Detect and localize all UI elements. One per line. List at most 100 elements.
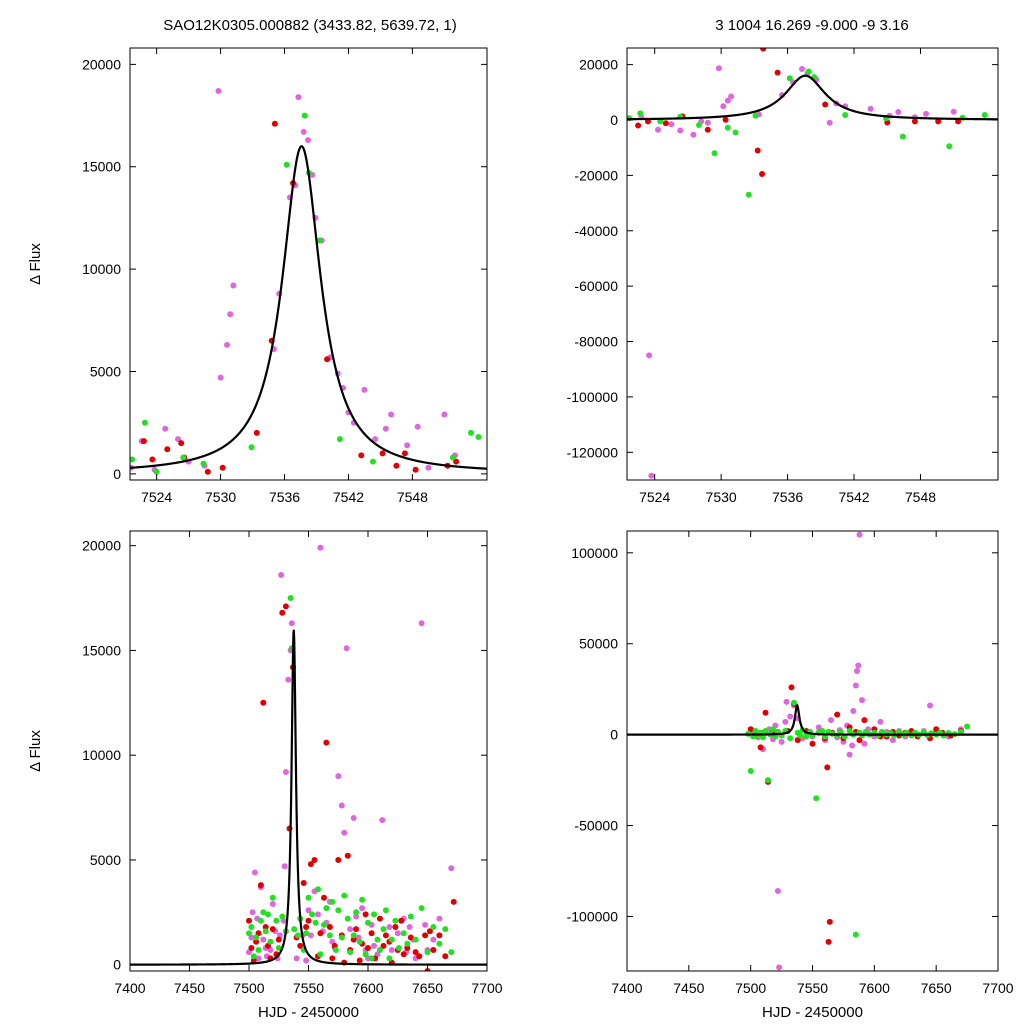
data-point <box>392 917 399 924</box>
data-point <box>728 93 735 100</box>
data-point <box>358 452 365 459</box>
data-point <box>400 951 407 958</box>
data-point <box>303 957 310 964</box>
data-point <box>935 118 942 125</box>
data-point <box>250 953 257 960</box>
data-point <box>752 728 759 734</box>
title-right: 3 1004 16.269 -9.000 -9 3.16 <box>715 17 909 34</box>
data-point <box>382 425 389 432</box>
data-point <box>175 436 181 443</box>
series-red <box>747 684 964 945</box>
plot-area <box>130 88 487 475</box>
data-point <box>404 945 411 951</box>
data-point <box>412 949 419 956</box>
data-point <box>344 852 351 859</box>
data-point <box>392 924 399 930</box>
data-point <box>769 726 776 733</box>
data-point <box>414 423 421 430</box>
data-point <box>353 926 360 933</box>
y-tick-label: 50000 <box>579 636 618 652</box>
data-point <box>321 894 327 901</box>
data-point <box>253 938 260 945</box>
data-point <box>450 898 457 905</box>
y-tick-label: 0 <box>610 112 618 128</box>
plot-area <box>627 531 998 971</box>
data-point <box>794 737 801 744</box>
data-point <box>271 120 278 127</box>
data-point <box>394 930 401 937</box>
data-point <box>400 930 407 937</box>
data-point <box>388 936 395 943</box>
data-point <box>837 728 844 735</box>
data-point <box>294 932 301 939</box>
data-point <box>376 915 383 922</box>
data-point <box>852 931 859 938</box>
y-tick-label: -60000 <box>574 278 618 294</box>
data-point <box>371 911 377 918</box>
data-point <box>178 440 185 447</box>
data-point <box>854 668 860 674</box>
data-point <box>269 901 276 907</box>
data-point <box>353 913 360 920</box>
data-point <box>856 737 863 744</box>
data-point <box>380 926 387 933</box>
data-point <box>230 282 237 289</box>
data-point <box>379 817 386 824</box>
data-point <box>819 728 826 734</box>
x-tick-label: 7400 <box>114 980 145 996</box>
data-point <box>353 909 360 916</box>
data-point <box>430 924 437 930</box>
series-magenta <box>638 65 957 479</box>
y-tick-label: 0 <box>113 957 121 973</box>
data-point <box>388 411 395 418</box>
data-point <box>282 603 289 610</box>
data-point <box>305 917 312 924</box>
data-point <box>295 94 302 101</box>
data-point <box>253 934 260 941</box>
data-point <box>762 728 769 734</box>
data-point <box>300 128 307 135</box>
data-point <box>365 919 371 926</box>
x-tick-label: 7400 <box>611 980 642 996</box>
data-point <box>291 926 298 933</box>
y-tick-label: -120000 <box>567 444 619 460</box>
data-point <box>412 466 419 473</box>
data-point <box>347 949 354 956</box>
data-point <box>418 620 425 627</box>
data-point <box>257 882 264 889</box>
data-point <box>826 918 833 925</box>
data-point <box>335 857 342 863</box>
data-point <box>788 684 795 691</box>
data-point <box>293 955 300 962</box>
data-point <box>382 907 389 914</box>
data-point <box>889 737 896 744</box>
data-point <box>255 947 262 953</box>
y-tick-label: -20000 <box>574 167 618 183</box>
data-point <box>724 124 731 131</box>
data-point <box>153 468 160 475</box>
data-point <box>248 924 255 930</box>
data-point <box>368 930 375 937</box>
data-point <box>655 126 661 133</box>
series-green <box>246 595 455 962</box>
data-point <box>704 126 711 133</box>
data-point <box>255 955 262 962</box>
data-point <box>215 88 222 94</box>
data-point <box>805 68 812 75</box>
data-point <box>662 120 669 127</box>
y-tick-label: 100000 <box>571 545 618 561</box>
data-point <box>981 112 988 118</box>
series-magenta <box>750 531 964 971</box>
y-tick-label: 15000 <box>82 642 121 658</box>
data-point <box>359 896 366 903</box>
data-point <box>335 773 342 780</box>
data-point <box>359 905 366 912</box>
data-point <box>141 419 148 426</box>
data-point <box>362 911 369 918</box>
data-point <box>374 936 381 943</box>
y-tick-label: -40000 <box>574 223 618 239</box>
model-curve <box>130 145 487 470</box>
data-point <box>338 934 345 941</box>
data-point <box>752 112 759 119</box>
